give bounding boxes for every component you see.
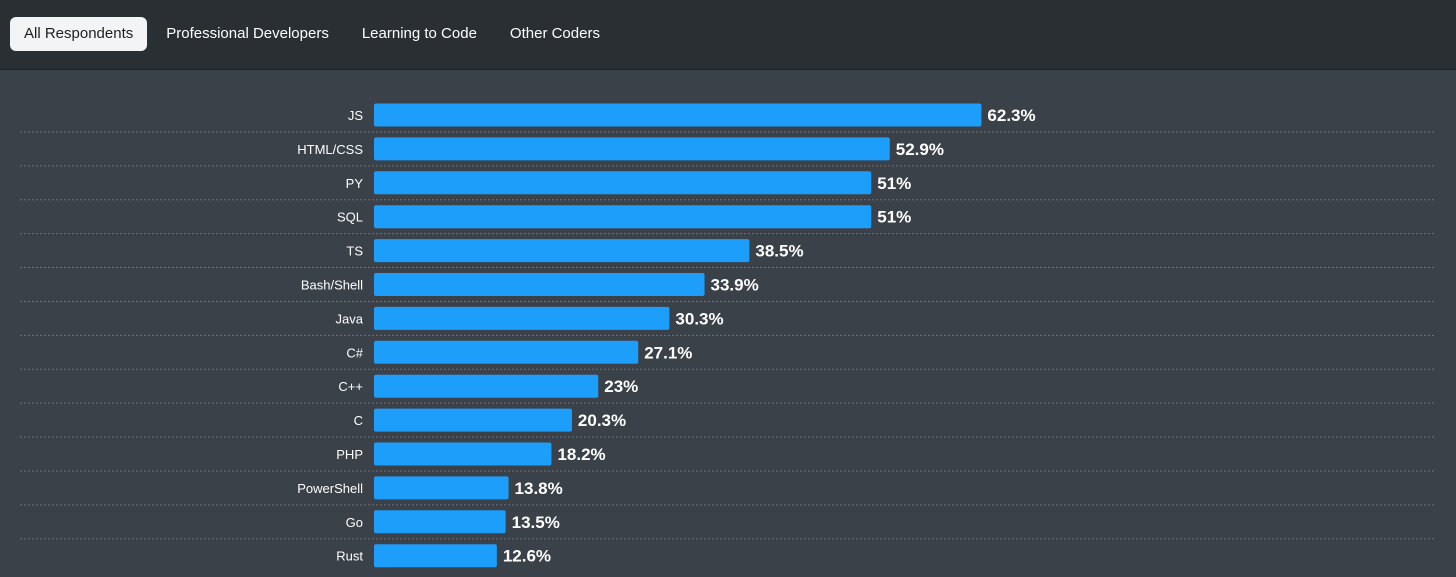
category-label: Rust xyxy=(336,549,363,564)
value-label: 62.3% xyxy=(987,106,1035,125)
category-label: C xyxy=(354,413,363,428)
category-label: HTML/CSS xyxy=(297,142,363,157)
category-label: PY xyxy=(346,176,364,191)
category-label: C# xyxy=(346,345,363,360)
category-label: SQL xyxy=(337,210,363,225)
language-usage-chart: JS 62.3% HTML/CSS 52.9% PY 51% SQL 51% TS 38.5% Ba… xyxy=(0,70,1456,572)
value-label: 12.6% xyxy=(503,547,551,566)
bar[interactable] xyxy=(374,442,552,466)
bar[interactable] xyxy=(374,306,670,330)
category-label: Java xyxy=(336,311,364,326)
category-label: Bash/Shell xyxy=(301,278,363,293)
category-label: C++ xyxy=(338,379,363,394)
category-label: JS xyxy=(348,108,364,123)
bar[interactable] xyxy=(374,340,639,364)
bar[interactable] xyxy=(374,205,872,229)
bar[interactable] xyxy=(374,476,509,500)
tab-professional-developers[interactable]: Professional Developers xyxy=(166,25,329,42)
bar[interactable] xyxy=(374,171,872,195)
tab-all-respondents[interactable]: All Respondents xyxy=(10,17,148,51)
bar[interactable] xyxy=(374,544,497,568)
bar[interactable] xyxy=(374,273,705,296)
value-label: 13.5% xyxy=(512,513,560,532)
bar[interactable] xyxy=(374,239,750,263)
value-label: 51% xyxy=(877,208,911,227)
tab-other-coders[interactable]: Other Coders xyxy=(509,25,600,42)
bar[interactable] xyxy=(374,408,572,432)
tab-learning-to-code[interactable]: Learning to Code xyxy=(361,25,477,42)
value-label: 38.5% xyxy=(755,242,803,261)
value-label: 52.9% xyxy=(896,140,944,159)
category-label: TS xyxy=(346,244,363,259)
bar[interactable] xyxy=(374,103,982,127)
bar-chart-svg: JS 62.3% HTML/CSS 52.9% PY 51% SQL 51% TS 38.5% Ba… xyxy=(20,103,1436,568)
value-label: 30.3% xyxy=(675,309,723,328)
value-label: 20.3% xyxy=(578,411,626,430)
respondent-tab-bar: All Respondents Professional Developers … xyxy=(0,0,1456,70)
value-label: 33.9% xyxy=(711,276,759,295)
value-label: 23% xyxy=(604,377,638,396)
value-label: 51% xyxy=(877,174,911,193)
category-label: PowerShell xyxy=(297,481,363,496)
category-label: PHP xyxy=(336,447,363,462)
respondent-tabs: All Respondents Professional Developers … xyxy=(10,17,619,51)
bar[interactable] xyxy=(374,510,506,534)
value-label: 18.2% xyxy=(557,445,605,464)
category-label: Go xyxy=(346,515,363,530)
value-label: 13.8% xyxy=(515,479,563,498)
value-label: 27.1% xyxy=(644,343,692,362)
bar[interactable] xyxy=(374,137,890,161)
bar[interactable] xyxy=(374,374,599,398)
